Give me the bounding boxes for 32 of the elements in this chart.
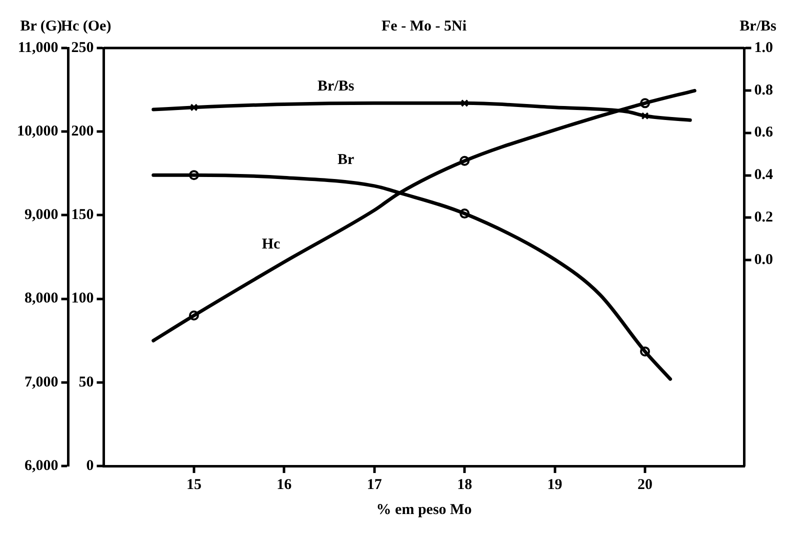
x-tick-label: 15 (186, 476, 202, 493)
x-tick-label: 17 (366, 476, 382, 493)
y3-tick-label: 0.2 (754, 210, 773, 226)
y3-axis-title: Br/Bs (740, 18, 776, 34)
y2-tick-label: 50 (78, 374, 94, 390)
y2-tick-label: 200 (71, 123, 94, 140)
y-tick-label: 9,000 (24, 207, 58, 224)
y-tick-label: 7,000 (24, 374, 58, 390)
y3-tick-label: 0.8 (754, 82, 773, 98)
x-tick-label: 16 (276, 476, 292, 493)
series-label: Hc (262, 236, 281, 252)
y2-tick-label: 250 (71, 40, 94, 56)
x-axis-title: % em peso Mo (376, 502, 472, 518)
y3-tick-label: 0.0 (754, 252, 773, 268)
y-tick-label: 8,000 (24, 290, 58, 307)
y2-tick-label: 100 (71, 290, 94, 307)
y3-tick-label: 0.6 (754, 124, 774, 141)
y-axis-title: Br (G) (20, 18, 62, 34)
y3-tick-label: 0.4 (754, 167, 774, 184)
y3-tick-label: 1.0 (754, 40, 773, 56)
series-label: Br (338, 152, 355, 168)
y-tick-label: 10,000 (17, 123, 58, 140)
chart-title: Fe - Mo - 5Ni (382, 18, 466, 34)
y2-tick-label: 150 (71, 207, 94, 224)
x-tick-label: 20 (638, 476, 653, 493)
y2-tick-label: 0 (86, 458, 94, 474)
y2-axis-title: Hc (Oe) (60, 18, 112, 34)
series-label: Br/Bs (317, 78, 354, 95)
y-tick-label: 11,000 (18, 40, 58, 56)
x-tick-label: 18 (457, 476, 472, 493)
x-tick-label: 19 (547, 476, 562, 493)
y-tick-label: 6,000 (24, 458, 58, 474)
